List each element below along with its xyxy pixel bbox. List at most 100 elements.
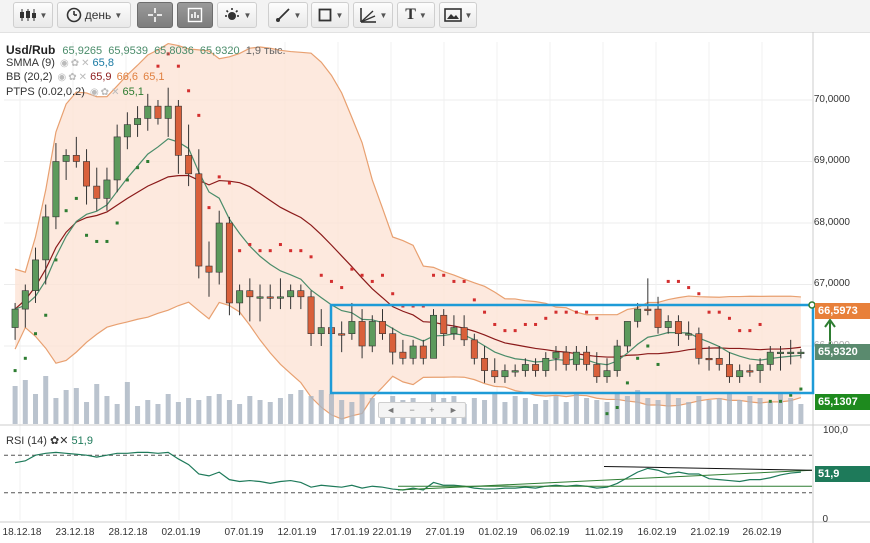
- date-label: 18.12.18: [2, 527, 42, 538]
- date-label: 17.01.19: [330, 527, 370, 538]
- candle-body: [205, 265, 213, 273]
- date-label: 27.01.19: [425, 527, 465, 538]
- candle-body: [174, 105, 182, 156]
- clock-icon: [66, 7, 82, 23]
- bb-up-value: 66,6: [116, 71, 139, 83]
- date-label: 02.01.19: [161, 527, 201, 538]
- close-icon[interactable]: ✕: [78, 72, 88, 83]
- gear-icon[interactable]: ✿: [50, 435, 60, 447]
- candle-body: [42, 216, 50, 261]
- sar-dot: [799, 387, 803, 391]
- candle-body: [430, 314, 437, 359]
- sar-dot: [125, 178, 129, 182]
- crosshair-button[interactable]: [137, 2, 173, 28]
- sar-dot: [768, 399, 772, 403]
- candle-body: [297, 290, 305, 298]
- legend-ohlc: Usd/Rub 65,9265 65,9539 65,8036 65,9320 …: [6, 43, 286, 57]
- scroll-right-button[interactable]: ►: [448, 405, 458, 415]
- date-label: 23.12.18: [55, 527, 95, 538]
- volume-bar: [675, 398, 681, 424]
- candle-body: [766, 351, 774, 365]
- sar-dot: [493, 322, 497, 326]
- sar-dot: [176, 64, 180, 68]
- period-select[interactable]: день ▼: [57, 2, 131, 28]
- candle-body: [542, 357, 550, 371]
- candle-body: [246, 290, 254, 298]
- volume-bar: [563, 402, 569, 424]
- last-price-tag: 65,9320: [815, 344, 870, 360]
- volume-bar: [186, 398, 192, 424]
- volume-bar: [206, 396, 212, 424]
- ptps-value: 65,1: [122, 86, 144, 98]
- close-icon[interactable]: ✕: [81, 58, 90, 69]
- trendline-button[interactable]: ▼: [268, 2, 308, 28]
- sar-dot: [687, 286, 691, 290]
- sar-dot: [523, 322, 527, 326]
- volume-bar: [104, 396, 110, 424]
- gear-icon[interactable]: ✿: [68, 72, 77, 83]
- sar-dot: [472, 298, 476, 302]
- text-tool-button[interactable]: T ▼: [397, 2, 435, 28]
- chart-type-button[interactable]: ▼: [13, 2, 53, 28]
- gear-icon[interactable]: ✿: [100, 87, 110, 98]
- eye-icon[interactable]: ◉: [59, 58, 69, 69]
- candle-body: [695, 333, 703, 359]
- candle-body: [409, 345, 417, 359]
- date-label: 07.01.19: [224, 527, 264, 538]
- volume-bar: [33, 394, 39, 424]
- volume-bar: [553, 396, 559, 424]
- candle-body: [777, 351, 784, 354]
- volume-bar: [726, 394, 732, 424]
- volume-bar: [175, 402, 181, 424]
- shape-button[interactable]: ▼: [311, 2, 349, 28]
- sar-dot: [156, 64, 160, 68]
- close-icon[interactable]: ✕: [111, 87, 120, 98]
- chart-style-button[interactable]: [177, 2, 213, 28]
- candle-body: [83, 161, 91, 187]
- volume-bar: [696, 396, 702, 424]
- candle-body: [103, 179, 111, 199]
- sar-dot: [707, 310, 711, 314]
- candle-body: [93, 185, 101, 199]
- volume-bar: [257, 400, 263, 424]
- volume-bar: [706, 400, 712, 424]
- candle-body: [654, 308, 662, 328]
- candle-body: [338, 333, 346, 336]
- sar-dot: [329, 279, 333, 283]
- eye-icon[interactable]: ◉: [57, 72, 67, 83]
- scroll-left-button[interactable]: ◄: [386, 405, 396, 415]
- gear-icon[interactable]: ✿: [70, 58, 80, 69]
- price-chart[interactable]: [0, 32, 870, 543]
- zoom-out-button[interactable]: −: [409, 405, 415, 415]
- sar-dot: [615, 406, 619, 409]
- smma-value: 65,8: [92, 57, 114, 69]
- volume-bar: [767, 402, 773, 424]
- eye-icon[interactable]: ◉: [89, 87, 99, 98]
- candle-body: [746, 370, 754, 373]
- candle-body: [32, 259, 39, 291]
- volume-bar: [277, 398, 283, 424]
- sar-dot: [217, 175, 221, 179]
- volume-bar: [318, 390, 324, 424]
- volume-bar: [53, 398, 59, 424]
- chevron-down-icon: ▼: [293, 10, 302, 20]
- sar-dot: [462, 279, 466, 283]
- zoom-in-button[interactable]: +: [429, 405, 435, 415]
- volume-bar: [471, 398, 477, 424]
- volume-bar: [328, 394, 334, 424]
- bb-mid-value: 65,9: [90, 71, 112, 83]
- candle-body: [368, 321, 376, 347]
- date-label: 28.12.18: [108, 527, 148, 538]
- crosshair-icon: [148, 8, 162, 22]
- fibonacci-button[interactable]: ▼: [353, 2, 393, 28]
- image-button[interactable]: ▼: [439, 2, 477, 28]
- legend-ptps: PTPS (0.02,0.2) ◉ ✿ ✕ 65,1: [6, 86, 144, 98]
- volume-bar: [165, 394, 171, 424]
- volume-bar: [94, 384, 100, 424]
- volume-bar: [716, 398, 722, 424]
- close-icon[interactable]: ✕: [59, 435, 69, 447]
- sar-dot: [166, 52, 170, 56]
- indicators-button[interactable]: ▼: [217, 2, 257, 28]
- candle-body: [317, 327, 325, 334]
- sar-dot: [85, 233, 89, 237]
